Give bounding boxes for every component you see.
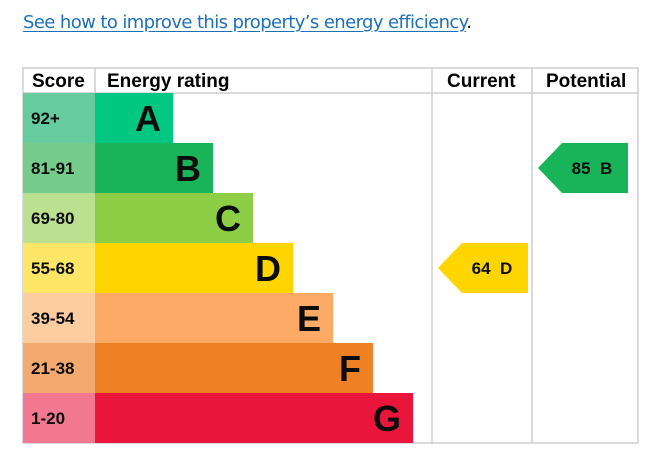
current-rating-arrow <box>438 243 528 293</box>
band-bar-B <box>95 143 213 193</box>
band-bar-E <box>95 293 333 343</box>
improve-efficiency-text: See how to improve this property’s energ… <box>23 12 472 33</box>
score-range-E: 39-54 <box>31 309 75 328</box>
band-letter-F: F <box>339 348 361 389</box>
header-energy-rating: Energy rating <box>107 71 229 92</box>
score-cell-F <box>23 343 95 393</box>
score-cell-A <box>23 93 95 143</box>
band-letter-G: G <box>373 398 401 439</box>
score-range-F: 21-38 <box>31 359 74 378</box>
score-range-A: 92+ <box>31 109 60 128</box>
band-bar-F <box>95 343 373 393</box>
header-score: Score <box>32 71 85 92</box>
score-cell-C <box>23 193 95 243</box>
band-bar-A <box>95 93 173 143</box>
band-letter-A: A <box>135 98 161 139</box>
band-bar-D <box>95 243 293 293</box>
header-potential: Potential <box>546 71 626 92</box>
current-rating-label: 64 D <box>472 259 513 278</box>
potential-rating-arrow <box>538 143 628 193</box>
band-letter-B: B <box>175 148 201 189</box>
band-bar-G <box>95 393 413 443</box>
band-letter-D: D <box>255 248 281 289</box>
score-cell-D <box>23 243 95 293</box>
link-suffix: . <box>466 12 472 33</box>
score-range-C: 69-80 <box>31 209 74 228</box>
header-current: Current <box>447 71 516 92</box>
band-letter-C: C <box>215 198 241 239</box>
band-bar-C <box>95 193 253 243</box>
score-range-B: 81-91 <box>31 159 74 178</box>
score-cell-B <box>23 143 95 193</box>
potential-rating-label: 85 B <box>572 159 613 178</box>
score-range-D: 55-68 <box>31 259 74 278</box>
score-cell-G <box>23 393 95 443</box>
band-letter-E: E <box>297 298 321 339</box>
improve-efficiency-link[interactable]: See how to improve this property’s energ… <box>23 12 467 33</box>
score-range-G: 1-20 <box>31 409 65 428</box>
score-cell-E <box>23 293 95 343</box>
